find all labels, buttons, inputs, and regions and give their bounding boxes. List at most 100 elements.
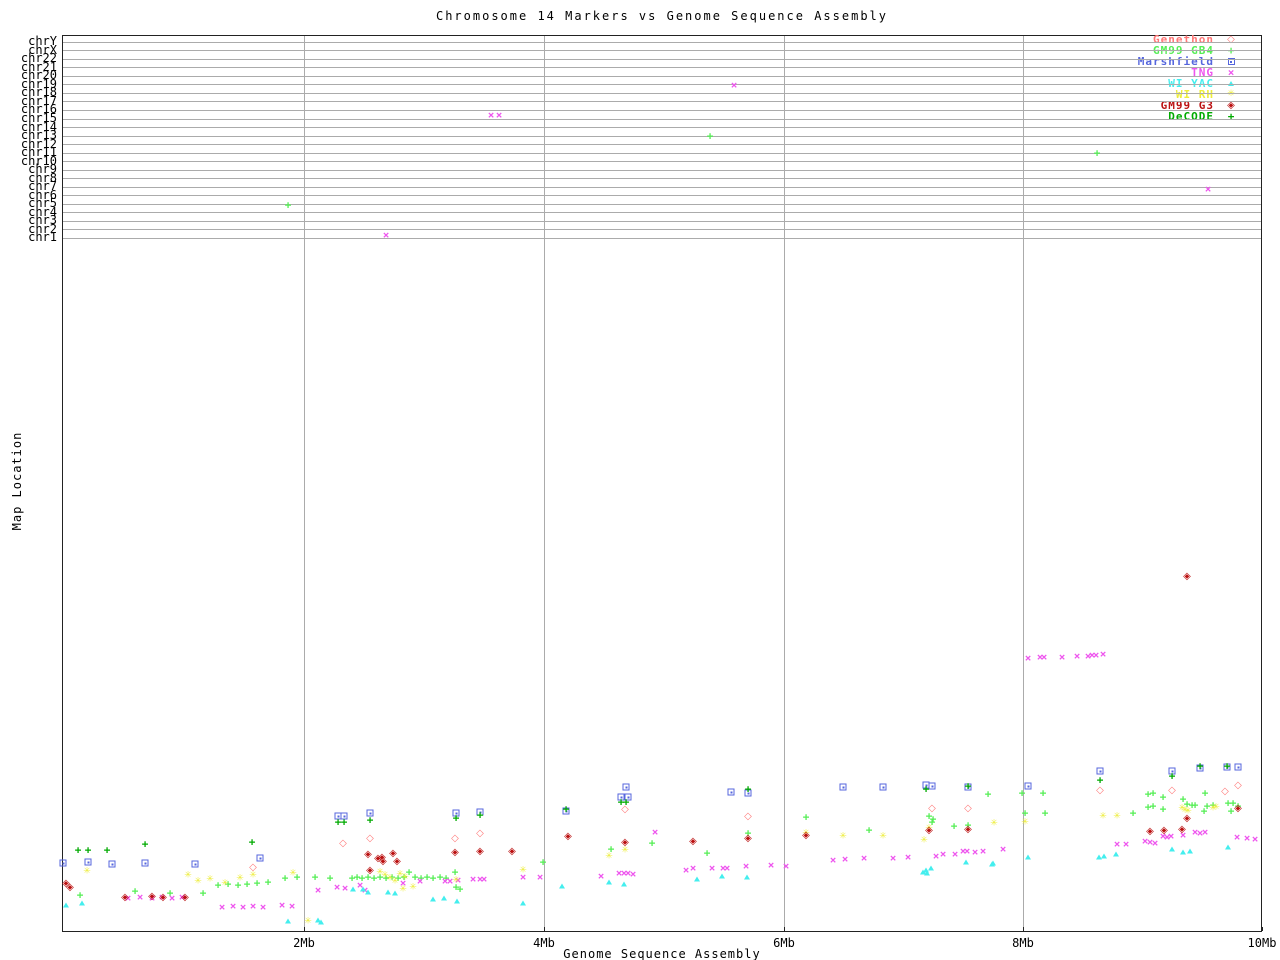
data-point-gm99-gb4: + <box>224 877 232 891</box>
data-point-gm99-gb4: + <box>253 876 261 890</box>
data-point-tng: × <box>476 872 484 886</box>
chrom-label-chr2: chr2 <box>28 221 57 236</box>
chrom-label-chr16: chr16 <box>20 102 57 117</box>
x-tick-10Mb <box>1262 927 1263 931</box>
data-point-wi-rh: ✳ <box>206 874 214 885</box>
chrom-label-chr1: chr1 <box>28 230 57 245</box>
data-point-tng: × <box>1167 829 1175 843</box>
data-point-wi-yac <box>392 890 398 896</box>
data-point-gm99-gb4: + <box>1179 792 1187 806</box>
data-point-tng: × <box>239 900 247 914</box>
data-point-decode: + <box>366 813 374 827</box>
data-point-wi-rh: ✳ <box>519 865 527 876</box>
data-point-wi-yac <box>79 900 85 906</box>
data-point-gm99-gb4: + <box>364 870 372 884</box>
data-point-decode: + <box>964 779 972 793</box>
data-point-wi-rh: ✳ <box>184 870 192 881</box>
data-point-marshfield <box>191 860 199 868</box>
wi-rh-star-icon: ✳ <box>1227 89 1235 99</box>
data-point-genethon: ◇ <box>339 838 347 849</box>
data-point-wi-rh: ✳ <box>920 835 928 846</box>
data-point-tng: × <box>1141 834 1149 848</box>
data-point-gm99-g3: ◈ <box>451 847 459 858</box>
data-point-gm99-gb4: + <box>1018 786 1026 800</box>
data-point-wi-yac <box>1169 846 1175 852</box>
data-point-gm99-gb4: + <box>326 871 334 885</box>
data-point-tng: × <box>767 858 775 872</box>
data-point-tng: × <box>1233 830 1241 844</box>
data-point-tng: × <box>1092 648 1100 662</box>
data-point-wi-yac <box>318 919 324 925</box>
data-point-gm99-gb4: + <box>423 870 431 884</box>
data-point-wi-yac <box>520 900 526 906</box>
chrom-label-chr14: chr14 <box>20 119 57 134</box>
data-point-tng: × <box>382 228 390 242</box>
h-gridline-chr4 <box>63 212 1261 214</box>
data-point-tng: × <box>782 859 790 873</box>
data-point-marshfield <box>366 809 374 817</box>
data-point-wi-yac <box>430 896 436 902</box>
data-point-wi-rh: ✳ <box>391 876 399 887</box>
data-point-wi-rh: ✳ <box>1178 803 1186 814</box>
h-gridline-chr14 <box>63 127 1261 128</box>
h-gridline-chr7 <box>63 186 1261 188</box>
data-point-tng: × <box>841 852 849 866</box>
data-point-wi-rh: ✳ <box>381 870 389 881</box>
data-point-decode: + <box>922 782 930 796</box>
data-point-gm99-gb4: + <box>1039 786 1047 800</box>
data-point-gm99-gb4: + <box>199 886 207 900</box>
data-point-gm99-gb4: + <box>376 870 384 884</box>
data-point-tng: × <box>446 874 454 888</box>
data-point-marshfield <box>84 858 92 866</box>
data-point-tng: × <box>136 890 144 904</box>
wi-yac-triangle-icon <box>1224 78 1238 89</box>
data-point-tng: × <box>288 899 296 913</box>
h-gridline-chr19 <box>63 84 1261 86</box>
wi-yac-triangle-icon <box>1228 81 1234 86</box>
data-point-tng: × <box>730 78 738 92</box>
data-point-tng: × <box>1201 825 1209 839</box>
chrom-label-chr20: chr20 <box>20 68 57 83</box>
data-point-tng: × <box>723 861 731 875</box>
data-point-gm99-gb4: + <box>1149 786 1157 800</box>
data-point-marshfield <box>452 809 460 817</box>
data-point-tng: × <box>1073 649 1081 663</box>
data-point-gm99-g3: ◈ <box>744 833 752 844</box>
data-point-wi-rh: ✳ <box>376 867 384 878</box>
data-point-wi-yac <box>63 902 69 908</box>
data-point-wi-rh: ✳ <box>1021 817 1029 828</box>
data-point-tng: × <box>480 872 488 886</box>
chrom-label-chr7: chr7 <box>28 179 57 194</box>
chrom-label-chrY: chrY <box>28 34 57 49</box>
data-point-decode: + <box>617 795 625 809</box>
h-gridline-chr5 <box>63 203 1261 205</box>
data-point-gm99-gb4: + <box>442 871 450 885</box>
v-gridline-4Mb <box>544 36 545 931</box>
data-point-gm99-gb4: + <box>1234 799 1242 813</box>
data-point-gm99-gb4: + <box>456 882 464 896</box>
data-point-wi-yac <box>365 889 371 895</box>
data-point-gm99-g3: ◈ <box>1183 813 1191 824</box>
data-point-gm99-gb4: + <box>1144 787 1152 801</box>
data-point-tng: × <box>651 825 659 839</box>
h-gridline-chrY <box>63 41 1261 43</box>
data-point-genethon: ◇ <box>476 828 484 839</box>
genethon-diamond-icon: ◇ <box>1224 34 1238 45</box>
data-point-genethon: ◇ <box>621 804 629 815</box>
data-point-wi-rh: ✳ <box>399 884 407 895</box>
data-point-wi-rh: ✳ <box>396 869 404 880</box>
data-point-gm99-g3: ◈ <box>62 878 70 889</box>
legend-label: WI YAC <box>1168 77 1214 90</box>
decode-plus-icon: + <box>1224 111 1238 122</box>
data-point-wi-rh: ✳ <box>236 873 244 884</box>
data-point-gm99-gb4: + <box>436 870 444 884</box>
data-point-decode: + <box>103 843 111 857</box>
h-gridline-chr8 <box>63 178 1261 180</box>
data-point-tng: × <box>1024 651 1032 665</box>
data-point-marshfield <box>1223 763 1231 771</box>
data-point-wi-yac <box>454 898 460 904</box>
data-point-marshfield <box>1234 763 1242 771</box>
data-point-wi-rh: ✳ <box>605 851 613 862</box>
data-point-marshfield <box>879 783 887 791</box>
data-point-gm99-gb4: + <box>1229 796 1237 810</box>
